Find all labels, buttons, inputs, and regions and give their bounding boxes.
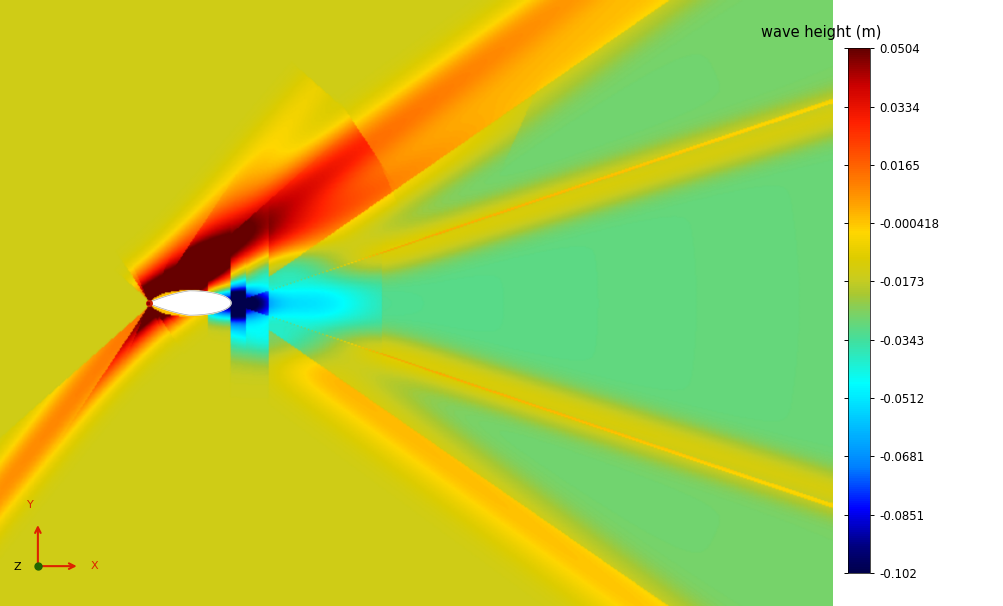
Text: X: X [91,561,98,571]
Text: wave height (m): wave height (m) [760,25,881,41]
Bar [0,0,832,24]
Text: Z: Z [14,562,21,572]
Text: Y: Y [27,501,34,510]
Polygon shape [147,291,231,315]
